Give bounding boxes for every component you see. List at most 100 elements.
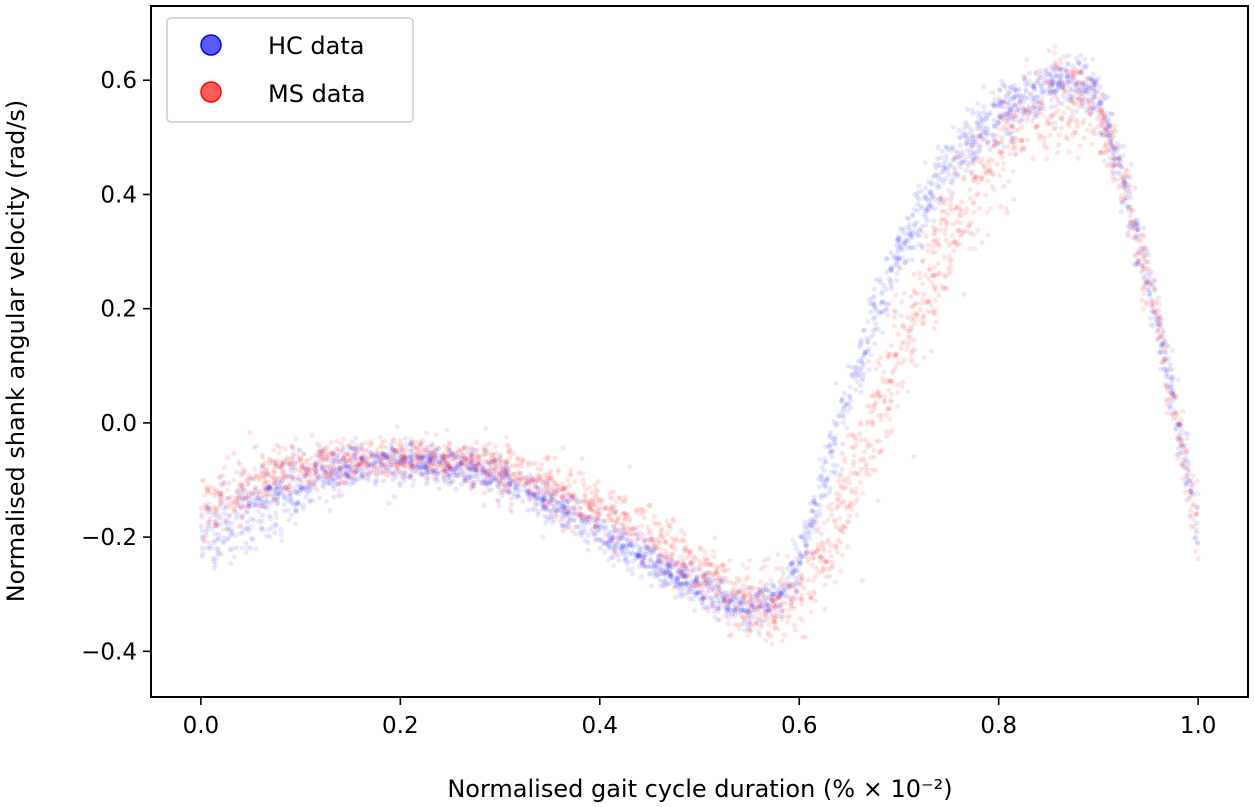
data-point <box>1115 184 1122 190</box>
data-point <box>1104 162 1110 168</box>
data-point <box>496 503 502 509</box>
data-point <box>876 438 883 444</box>
data-point <box>937 200 943 206</box>
data-point <box>711 572 718 578</box>
data-point <box>1013 92 1019 99</box>
data-point <box>651 542 658 548</box>
data-point <box>421 452 427 458</box>
data-point <box>813 574 819 580</box>
data-point <box>286 460 292 466</box>
data-point <box>538 461 545 467</box>
data-point <box>1106 133 1112 139</box>
data-point <box>932 237 938 244</box>
data-point <box>749 610 755 617</box>
data-point <box>912 310 919 316</box>
data-point <box>721 593 727 599</box>
data-point <box>453 486 459 492</box>
data-point <box>337 458 343 464</box>
data-point <box>885 354 891 361</box>
data-point <box>511 450 517 456</box>
data-point <box>895 359 901 365</box>
data-point <box>382 461 388 467</box>
data-point <box>942 208 948 215</box>
data-point <box>846 513 852 519</box>
data-point <box>402 453 409 460</box>
data-point <box>1021 73 1027 79</box>
data-point <box>569 494 575 500</box>
data-point <box>655 553 662 559</box>
data-point <box>481 447 487 453</box>
data-point <box>683 573 689 579</box>
data-point <box>970 177 976 183</box>
data-point <box>827 573 833 579</box>
data-point <box>1182 465 1188 471</box>
data-point <box>981 104 987 110</box>
data-point <box>566 510 572 516</box>
data-point <box>641 558 647 564</box>
data-point <box>288 473 294 479</box>
data-point <box>1000 98 1006 104</box>
data-point <box>875 498 881 504</box>
data-point <box>505 448 511 455</box>
data-point <box>444 472 451 478</box>
data-point <box>383 471 389 477</box>
data-point <box>868 393 875 399</box>
data-point <box>579 471 586 477</box>
data-point <box>1121 178 1127 184</box>
data-point <box>593 512 600 518</box>
data-point <box>491 461 497 467</box>
data-point <box>1053 94 1059 100</box>
data-point <box>1070 87 1076 93</box>
data-point <box>397 448 403 454</box>
data-point <box>555 469 561 475</box>
data-point <box>542 513 548 520</box>
data-point <box>384 460 390 466</box>
data-point <box>282 446 288 452</box>
data-point <box>233 495 240 501</box>
data-point <box>553 508 559 514</box>
data-point <box>321 467 327 473</box>
data-point <box>891 314 898 320</box>
data-point <box>320 454 326 460</box>
data-point <box>852 500 858 506</box>
data-point <box>1056 132 1063 138</box>
data-point <box>1007 151 1013 157</box>
data-point <box>671 538 677 544</box>
data-point <box>808 609 814 615</box>
data-point <box>1047 132 1053 138</box>
data-point <box>464 461 470 468</box>
data-point <box>854 512 860 518</box>
data-point <box>413 463 419 469</box>
data-point <box>655 539 662 546</box>
data-point <box>641 537 647 543</box>
data-point <box>970 231 976 237</box>
data-point <box>335 452 341 458</box>
data-point <box>616 494 623 500</box>
data-point <box>623 511 629 517</box>
data-point <box>1039 101 1045 107</box>
data-point <box>481 476 487 482</box>
data-point <box>565 516 572 522</box>
data-point <box>1037 105 1043 111</box>
data-point <box>893 351 899 357</box>
data-point <box>236 523 242 529</box>
data-point <box>833 523 839 529</box>
data-point <box>625 567 631 573</box>
data-point <box>1130 224 1136 230</box>
data-point <box>950 221 956 227</box>
data-point <box>803 634 809 640</box>
data-point <box>283 485 289 491</box>
data-point <box>257 489 263 495</box>
data-point <box>765 632 772 638</box>
data-point <box>981 84 987 90</box>
data-point <box>369 441 375 447</box>
data-point <box>237 482 243 488</box>
data-point <box>716 584 722 590</box>
data-point <box>596 505 602 511</box>
data-point <box>383 464 389 470</box>
data-point <box>364 464 370 470</box>
data-point <box>767 606 773 612</box>
data-point <box>1000 160 1007 166</box>
data-point <box>650 537 656 543</box>
data-point <box>820 542 826 548</box>
